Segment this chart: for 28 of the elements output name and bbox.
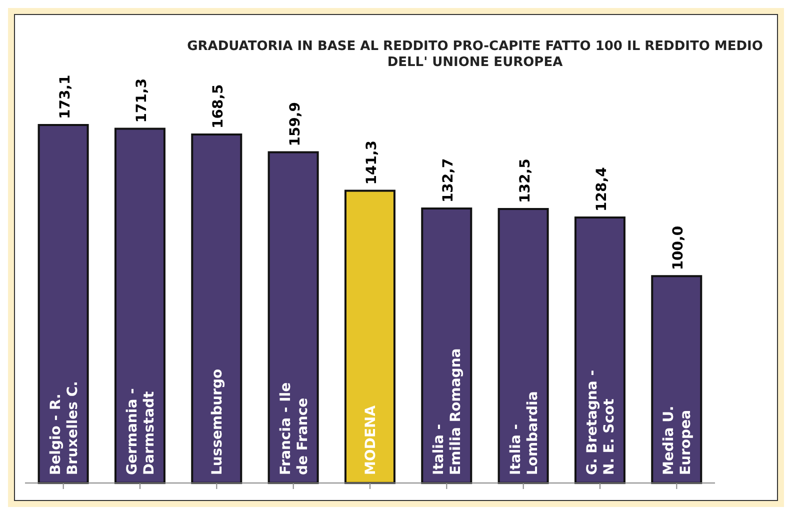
x-tick-label: Germania - Darmstadt	[124, 388, 158, 475]
x-tick-label: Belgio - R. Bruxelles C.	[48, 381, 81, 475]
bar	[498, 208, 549, 484]
data-label: 168,5	[210, 84, 227, 129]
data-label: 171,3	[134, 78, 150, 123]
bar	[191, 134, 242, 484]
bar	[651, 275, 702, 484]
data-label: 132,5	[517, 158, 534, 203]
x-tick-label: Italia - Lombardia	[508, 391, 541, 475]
bar	[38, 124, 89, 484]
bar	[344, 190, 396, 484]
data-label: 132,7	[440, 158, 457, 203]
bar	[421, 208, 472, 484]
data-label: 128,4	[594, 166, 610, 212]
x-tick-label: Media U. Europea	[661, 406, 694, 475]
x-tick-label: G. Bretagna - N. E. Scot	[584, 370, 618, 475]
bar	[114, 128, 166, 484]
x-tick-label: Lussemburgo	[210, 368, 226, 475]
data-label: 141,3	[364, 140, 380, 185]
data-label: 159,9	[287, 102, 304, 146]
x-tick-label: Italia - Emilia Romagna	[431, 348, 464, 475]
bar	[574, 216, 626, 484]
data-label: 173,1	[57, 74, 74, 119]
x-tick-label: Francia - Ile de France	[278, 382, 311, 475]
chart-title: GRADUATORIA IN BASE AL REDDITO PRO-CAPITE FATTO 100 IL REDDITO MEDIO DELL' UNIONE EUROPEA	[186, 39, 764, 71]
x-tick-label: MODENA	[363, 405, 379, 475]
data-label: 100,0	[670, 226, 687, 270]
bar	[268, 151, 319, 484]
